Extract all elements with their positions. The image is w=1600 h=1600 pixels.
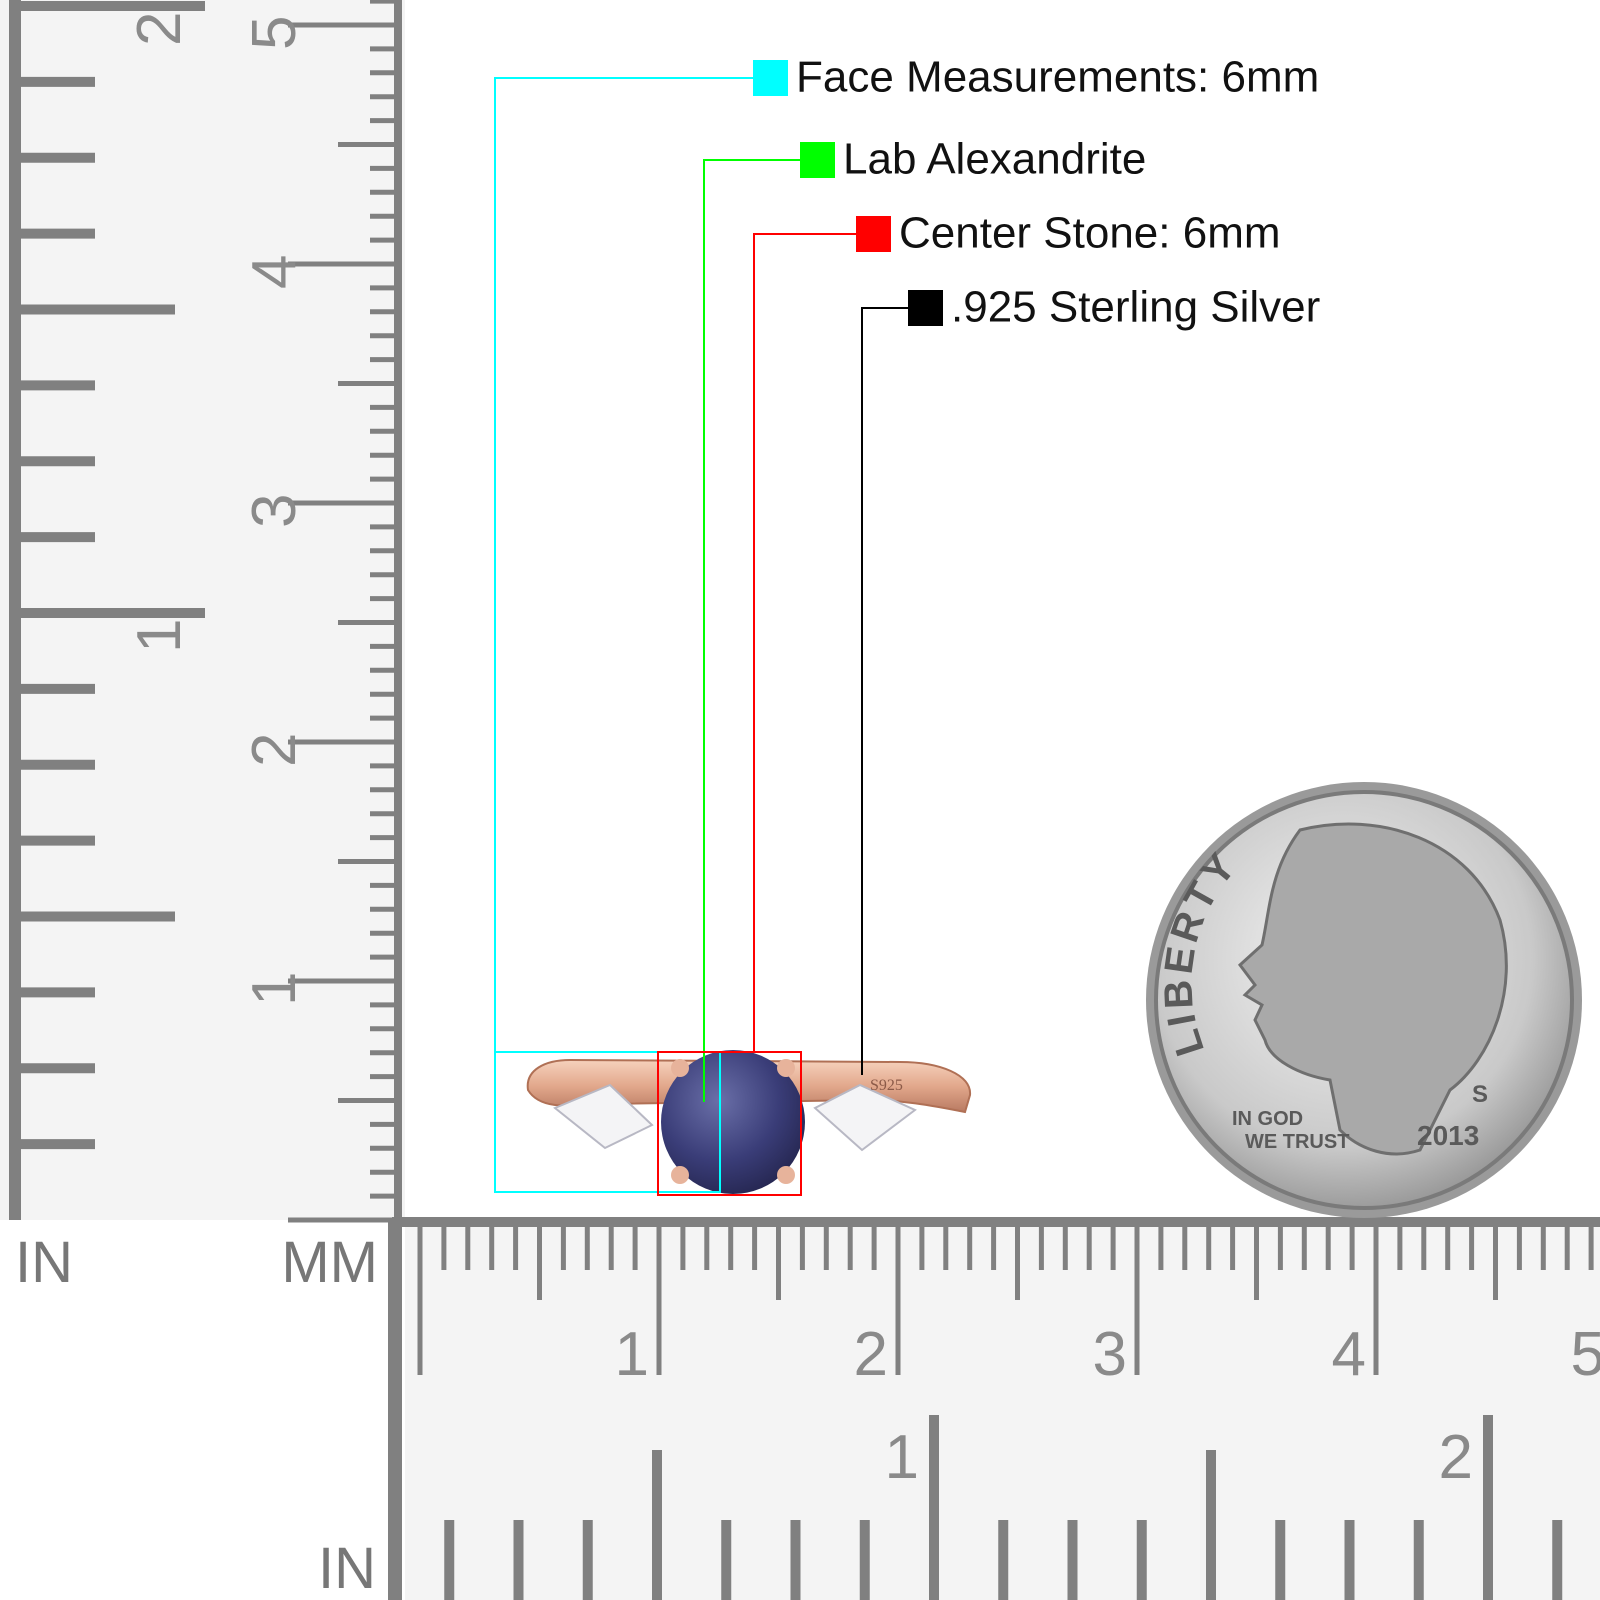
legend-label: Face Measurements: 6mm (796, 53, 1319, 102)
legend-label: Center Stone: 6mm (899, 209, 1281, 258)
coin-inscription: IN GOD (1232, 1108, 1303, 1130)
callout-line (753, 233, 856, 1052)
coin-year: 2013 (1417, 1120, 1479, 1151)
coin: LIBERTY IN GOD WE TRUST S 2013 (1146, 782, 1582, 1218)
ruler-number: 3 (1093, 1320, 1127, 1389)
ruler-number: 2 (854, 1320, 888, 1389)
ruler-number: 1 (125, 619, 194, 653)
ring-hallmark: S925 (870, 1077, 903, 1094)
legend-swatch (800, 142, 835, 178)
unit-label: IN (318, 1536, 376, 1600)
ruler-number: 4 (240, 255, 309, 289)
callout-line (703, 159, 800, 1102)
ruler-number: 1 (885, 1423, 919, 1492)
ruler-number: 4 (1332, 1320, 1366, 1389)
measure-box (657, 1051, 802, 1196)
ruler-number: 5 (1571, 1320, 1600, 1389)
coin-mint: S (1472, 1081, 1488, 1108)
legend-swatch (856, 216, 891, 252)
legend-label: Lab Alexandrite (843, 135, 1146, 184)
ruler-number: 1 (615, 1320, 649, 1389)
ruler-ticks (9, 0, 1600, 1600)
callout-line (494, 77, 753, 1052)
ruler-number: 2 (125, 12, 194, 46)
unit-label: IN (15, 1230, 73, 1295)
ruler-number: 5 (240, 16, 309, 50)
legend-label: .925 Sterling Silver (951, 283, 1320, 332)
unit-label: MM (281, 1230, 378, 1295)
ring: S925 (526, 1050, 972, 1194)
ruler-number: 3 (240, 494, 309, 528)
ruler-number: 2 (240, 733, 309, 767)
callout-line (861, 307, 908, 1075)
legend-swatch (753, 60, 788, 96)
legend-swatch (908, 290, 943, 326)
coin-inscription: WE TRUST (1245, 1131, 1349, 1153)
callouts: Face Measurements: 6mm Lab Alexandrite Cen… (494, 53, 1320, 1196)
ruler-number: 1 (240, 972, 309, 1006)
measure-box (494, 1051, 721, 1193)
ruler-number: 2 (1439, 1423, 1473, 1492)
ruler-corner (0, 1220, 405, 1600)
